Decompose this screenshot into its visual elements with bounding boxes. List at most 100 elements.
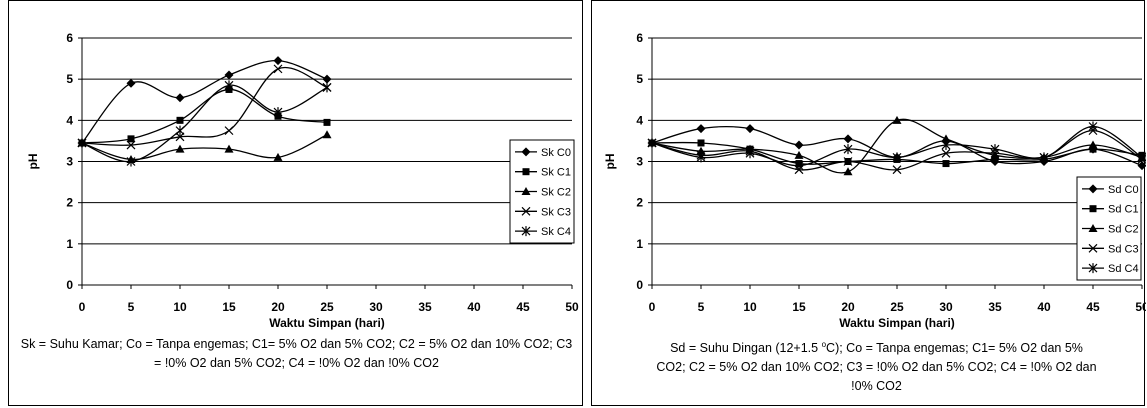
y-axis-label: pH: [26, 154, 40, 170]
legend-label: Sd C4: [1108, 263, 1139, 275]
data-point-diamond: [273, 56, 283, 66]
y-axis-label: pH: [603, 154, 617, 170]
legend-label: Sk C4: [541, 226, 571, 238]
data-point-star: [1039, 152, 1049, 163]
x-tick-label: 25: [320, 300, 334, 314]
series-sk-c3: [77, 64, 332, 150]
data-point-x: [224, 126, 234, 136]
data-point-diamond: [843, 134, 853, 144]
data-point-diamond: [175, 93, 185, 103]
data-point-star: [273, 107, 283, 118]
data-point-triangle: [224, 144, 234, 153]
data-point-square: [127, 135, 135, 143]
data-point-square: [176, 116, 184, 124]
legend-label: Sk C2: [541, 187, 571, 199]
caption-superscript: o: [821, 340, 827, 349]
y-tick-label: 3: [66, 155, 73, 169]
legend-label: Sd C2: [1108, 224, 1139, 236]
y-tick-label: 1: [636, 237, 643, 251]
data-point-triangle: [794, 150, 804, 159]
data-point-star: [77, 137, 87, 148]
x-tick-label: 20: [271, 300, 285, 314]
series-line: [81, 134, 328, 161]
data-point-diamond: [696, 124, 706, 134]
x-tick-label: 40: [1037, 300, 1051, 314]
data-point-triangle: [273, 152, 283, 161]
data-point-square: [991, 155, 999, 163]
legend-label: Sd C0: [1108, 184, 1139, 196]
y-tick-label: 2: [66, 196, 73, 210]
legend-label: Sk C3: [541, 206, 571, 218]
series-sk-c4: [77, 80, 332, 167]
data-point-triangle: [175, 144, 185, 153]
data-point-square: [323, 118, 331, 126]
data-point-diamond: [224, 70, 234, 80]
x-tick-label: 30: [369, 300, 383, 314]
data-point-x: [273, 64, 283, 74]
y-tick-label: 6: [66, 31, 73, 45]
y-tick-label: 3: [636, 155, 643, 169]
y-tick-label: 0: [636, 278, 643, 292]
x-tick-label: 5: [128, 300, 135, 314]
data-point-triangle: [322, 130, 332, 139]
y-tick-label: 5: [636, 72, 643, 86]
x-tick-label: 15: [222, 300, 236, 314]
data-point-triangle: [1088, 140, 1098, 149]
chart-panel-sk: 0 1 2 3 4 5 6 0 5 10 15 20 25 30 35 40 45 50 Waktu Simpan …: [8, 0, 583, 406]
series-line: [81, 84, 328, 163]
data-point-x: [1088, 243, 1098, 253]
x-tick-label: 25: [890, 300, 904, 314]
data-point-diamond: [1088, 184, 1098, 194]
y-tick-label: 4: [66, 113, 73, 127]
data-point-star: [647, 137, 657, 148]
data-point-triangle: [521, 187, 531, 195]
data-point-star: [322, 82, 332, 93]
x-tick-label: 45: [1086, 300, 1100, 314]
chart-caption: Sk = Suhu Kamar; Co = Tanpa engemas; C1=…: [20, 337, 573, 370]
data-point-star: [941, 140, 951, 151]
data-point-diamond: [745, 124, 755, 134]
x-axis-label: Waktu Simpan (hari): [839, 316, 955, 330]
data-point-star: [794, 160, 804, 171]
x-axis-label: Waktu Simpan (hari): [269, 316, 385, 330]
y-tick-label: 0: [66, 278, 73, 292]
data-point-star: [1137, 152, 1146, 163]
series-line: [81, 66, 328, 146]
data-point-x: [941, 148, 951, 158]
data-point-x: [892, 165, 902, 175]
y-tick-label: 1: [66, 237, 73, 251]
x-tick-label: 20: [841, 300, 855, 314]
x-tick-label: 5: [698, 300, 705, 314]
chart-caption: Sd = Suhu Dingan (12+1.5 oC); Co = Tanpa…: [654, 335, 1099, 396]
legend: Sk C0 Sk C1 Sk C2 Sk C3 Sk C4: [509, 139, 575, 244]
legend-label: Sk C0: [541, 147, 571, 159]
data-point-x: [843, 157, 853, 166]
y-tick-label: 4: [636, 113, 643, 127]
data-point-star: [1088, 121, 1098, 132]
x-tick-label: 30: [939, 300, 953, 314]
y-tick-label: 6: [636, 31, 643, 45]
data-point-x: [126, 140, 136, 150]
data-point-diamond: [1137, 161, 1146, 171]
data-point-star: [843, 144, 853, 155]
x-tick-label: 10: [743, 300, 757, 314]
x-tick-label: 0: [649, 300, 656, 314]
chart-panel-sd: 0 1 2 3 4 5 6 0 5 10 15 20 25 30 35 40 45 50 Waktu Simpan …: [591, 0, 1146, 406]
series-line: [81, 88, 328, 144]
data-point-triangle: [892, 115, 902, 124]
data-point-star: [696, 152, 706, 163]
data-point-triangle: [843, 167, 853, 176]
data-point-triangle: [941, 134, 951, 143]
data-point-diamond: [322, 74, 332, 84]
data-point-diamond: [126, 78, 136, 88]
x-tick-label: 40: [467, 300, 481, 314]
data-point-triangle: [1088, 224, 1098, 232]
data-point-star: [990, 144, 1000, 155]
x-tick-label: 50: [1135, 300, 1146, 314]
legend-label: Sd C1: [1108, 204, 1139, 216]
data-point-square: [1089, 205, 1097, 213]
data-point-diamond: [794, 140, 804, 150]
data-point-diamond: [521, 147, 531, 157]
